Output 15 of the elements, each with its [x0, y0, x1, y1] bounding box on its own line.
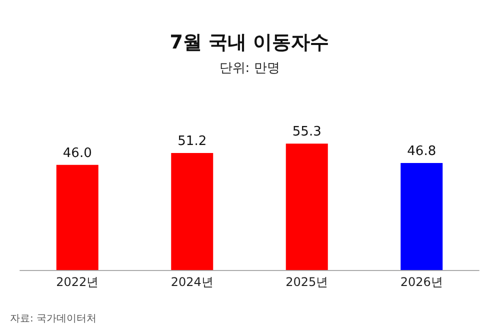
bar	[56, 164, 98, 270]
x-tick-label: 2024년	[170, 275, 214, 289]
bar	[171, 152, 214, 270]
chart-subtitle: 단위: 만명	[219, 61, 280, 76]
data-label: 46.8	[407, 144, 436, 160]
bar	[400, 163, 443, 270]
x-tick-label: 2025년	[286, 275, 328, 289]
data-label: 55.3	[292, 124, 322, 140]
chart-title: 7월 국내 이동자수	[170, 32, 330, 54]
x-tick-label: 2026년	[400, 275, 443, 289]
data-label: 51.2	[178, 134, 207, 149]
bar	[286, 144, 328, 270]
text: 자료: 국가데이터처	[10, 314, 97, 324]
data-label: 46.0	[62, 146, 92, 161]
x-tick-label: 2022년	[56, 275, 99, 289]
